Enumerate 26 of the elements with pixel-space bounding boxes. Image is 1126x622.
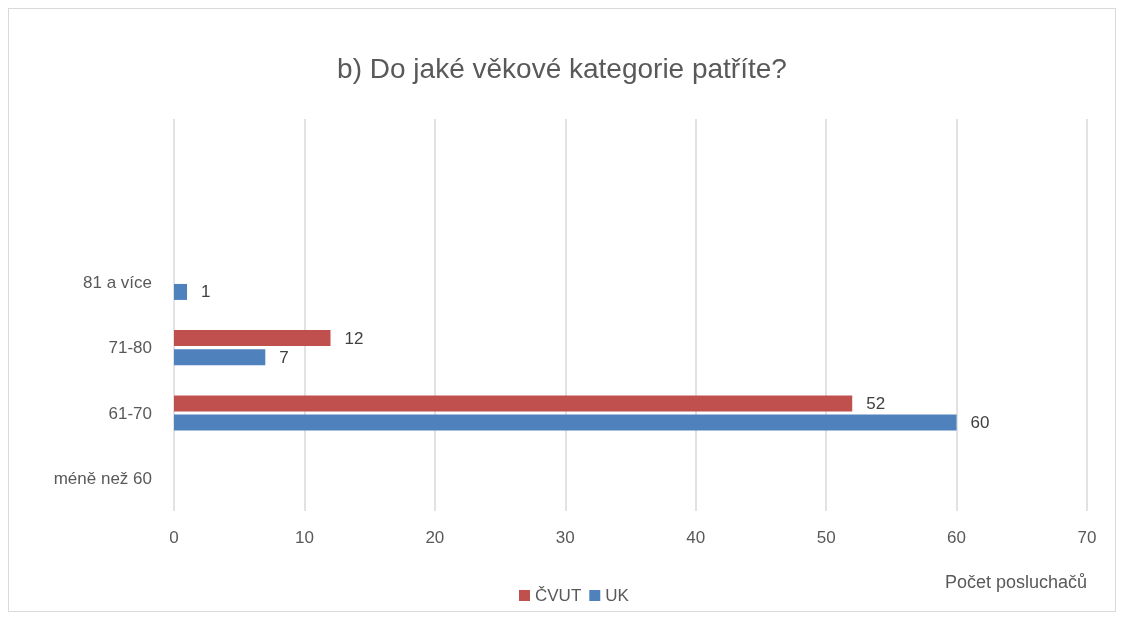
y-tick-label: 61-70 <box>108 403 152 423</box>
data-label: 60 <box>970 413 990 433</box>
x-tick-label: 30 <box>555 528 575 547</box>
bar <box>174 330 331 347</box>
x-tick-label: 70 <box>1077 528 1097 547</box>
x-tick-label: 0 <box>169 528 179 547</box>
bar <box>174 349 266 366</box>
legend-label: UK <box>605 586 630 605</box>
legend-label: ČVUT <box>535 586 582 605</box>
bar <box>174 414 957 431</box>
y-tick-label: 81 a více <box>83 272 152 292</box>
x-tick-label: 50 <box>816 528 836 547</box>
data-label: 7 <box>279 347 289 367</box>
bar <box>174 395 853 412</box>
chart-title: b) Do jaké věkové kategorie patříte? <box>337 52 787 84</box>
data-label: 12 <box>344 328 364 348</box>
x-tick-label: 60 <box>947 528 967 547</box>
bar <box>174 283 188 300</box>
x-tick-label: 40 <box>686 528 706 547</box>
x-tick-label: 20 <box>425 528 445 547</box>
y-tick-label: méně než 60 <box>53 468 152 488</box>
data-label: 52 <box>866 393 886 413</box>
data-label: 1 <box>201 282 211 302</box>
x-tick-label: 10 <box>294 528 314 547</box>
y-tick-label: 71-80 <box>108 338 152 358</box>
x-axis-title: Počet posluchačů <box>944 572 1087 592</box>
